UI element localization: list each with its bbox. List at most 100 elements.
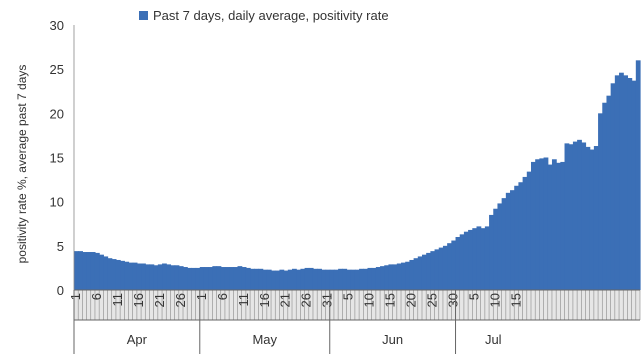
area-bar [459, 234, 465, 290]
area-bar [329, 269, 335, 290]
area-bar [627, 78, 633, 290]
area-bar [128, 262, 134, 290]
y-tick-label: 10 [50, 195, 64, 210]
area-bar [606, 95, 612, 290]
area-bar [287, 269, 293, 290]
area-bar [543, 157, 549, 290]
x-tick-label: 6 [215, 293, 230, 300]
area-bar [350, 269, 356, 290]
area-bar [522, 176, 528, 290]
area-bar [300, 268, 306, 290]
area-bar [174, 265, 180, 290]
area-bar [602, 102, 608, 290]
area-bar [564, 143, 570, 290]
legend: Past 7 days, daily average, positivity r… [139, 8, 389, 23]
area-bar [203, 267, 209, 290]
area-bar [568, 144, 574, 290]
x-tick-label: 21 [278, 293, 293, 307]
area-bar [442, 245, 448, 290]
area-bar [497, 203, 503, 290]
area-bar [484, 226, 490, 290]
x-tick-label: 15 [383, 293, 398, 307]
area-bar [245, 267, 251, 290]
area-bar [610, 83, 616, 290]
x-tick-label: 26 [299, 293, 314, 307]
area-bar [480, 228, 486, 290]
area-bar [396, 263, 402, 290]
area-bar [271, 270, 276, 290]
area-bar [539, 158, 545, 290]
area-bar [593, 146, 599, 290]
area-bar [82, 252, 88, 290]
area-bar [551, 159, 557, 290]
area-bar [111, 259, 117, 290]
area-bar [187, 267, 192, 290]
area-bar [468, 229, 473, 290]
month-label: Jun [382, 332, 403, 347]
month-label: Jul [485, 332, 502, 347]
area-bar [489, 214, 494, 290]
area-bar [518, 182, 524, 290]
x-tick-label: 15 [508, 293, 523, 307]
x-tick-label: 11 [110, 293, 125, 307]
area-bar [572, 141, 578, 290]
area-bar [354, 269, 360, 290]
area-bar [401, 262, 406, 290]
area-bar [262, 269, 268, 290]
area-bar [120, 260, 125, 290]
area-bar [526, 171, 532, 290]
area-bar [241, 267, 247, 290]
area-bar [191, 267, 197, 290]
month-label: May [252, 332, 277, 347]
area-bar [233, 267, 239, 290]
area-bar [535, 159, 540, 290]
x-tick-label: 25 [424, 293, 439, 307]
x-tick-label: 5 [341, 293, 356, 300]
area-bar [208, 267, 213, 290]
area-bar [283, 270, 289, 290]
area-bar [556, 162, 561, 290]
area-bar [455, 237, 461, 290]
area-bar [384, 265, 390, 290]
area-bar [157, 264, 163, 290]
area-bar [132, 262, 138, 290]
area-bar [296, 269, 301, 290]
area-bar [577, 139, 582, 290]
area-bar [388, 264, 394, 290]
area-bar [254, 268, 260, 290]
area-bar [581, 142, 587, 290]
area-bar [623, 75, 629, 290]
area-bar [304, 267, 310, 290]
area-bar [635, 60, 641, 290]
area-bar [145, 264, 151, 290]
x-tick-label: 26 [173, 293, 188, 307]
legend-swatch [139, 11, 148, 20]
x-tick-label: 5 [466, 293, 481, 300]
legend-label: Past 7 days, daily average, positivity r… [153, 8, 389, 23]
x-tick-label: 16 [131, 293, 146, 307]
area-bar [367, 267, 373, 290]
area-bar [405, 261, 410, 290]
x-tick-label: 1 [194, 293, 209, 300]
area-bar [631, 80, 637, 291]
area-bar [338, 268, 343, 290]
area-bar [317, 268, 322, 290]
area-bar [250, 268, 255, 290]
month-label: Apr [127, 332, 148, 347]
area-bar [279, 269, 285, 290]
x-tick-label: 6 [89, 293, 104, 300]
area-bar [220, 267, 226, 290]
x-tick-label: 16 [257, 293, 272, 307]
area-bar [501, 198, 507, 290]
area-bar [321, 269, 327, 290]
area-bar [463, 231, 469, 290]
area-bar [438, 247, 444, 290]
area-bar [619, 72, 624, 290]
area-bar [434, 249, 440, 290]
y-tick-label: 20 [50, 106, 64, 121]
area-bar [275, 270, 281, 290]
area-bar [78, 251, 83, 290]
area-bar [166, 264, 172, 290]
area-bar [216, 266, 222, 290]
